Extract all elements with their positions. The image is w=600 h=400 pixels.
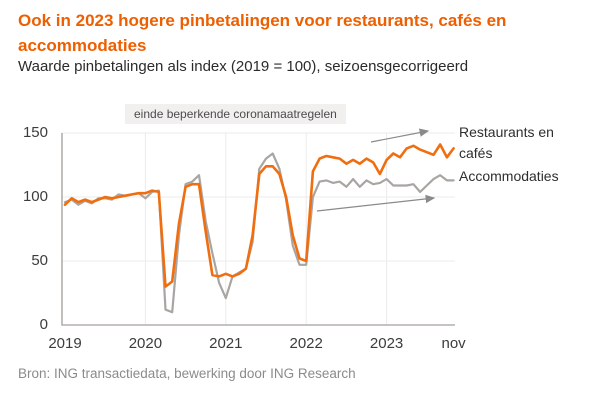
restaurants-trend-arrow bbox=[370, 128, 430, 143]
legend-label-accommodaties: Accommodaties bbox=[459, 168, 559, 184]
legend-label-restaurants-en-cafes: Restaurants en cafés bbox=[459, 124, 554, 161]
page-title: Ook in 2023 hogere pinbetalingen voor re… bbox=[18, 11, 507, 55]
chart-subtitle: Waarde pinbetalingen als index (2019 = 1… bbox=[18, 58, 469, 75]
source-note: Bron: ING transactiedata, bewerking door… bbox=[18, 366, 356, 381]
annotation-end-of-corona-measures: einde beperkende coronamaatregelen bbox=[125, 104, 346, 124]
restaurants-en-cafes-line bbox=[63, 143, 455, 288]
accommodaties-trend-arrow bbox=[316, 194, 436, 212]
axis-lines bbox=[61, 133, 455, 326]
